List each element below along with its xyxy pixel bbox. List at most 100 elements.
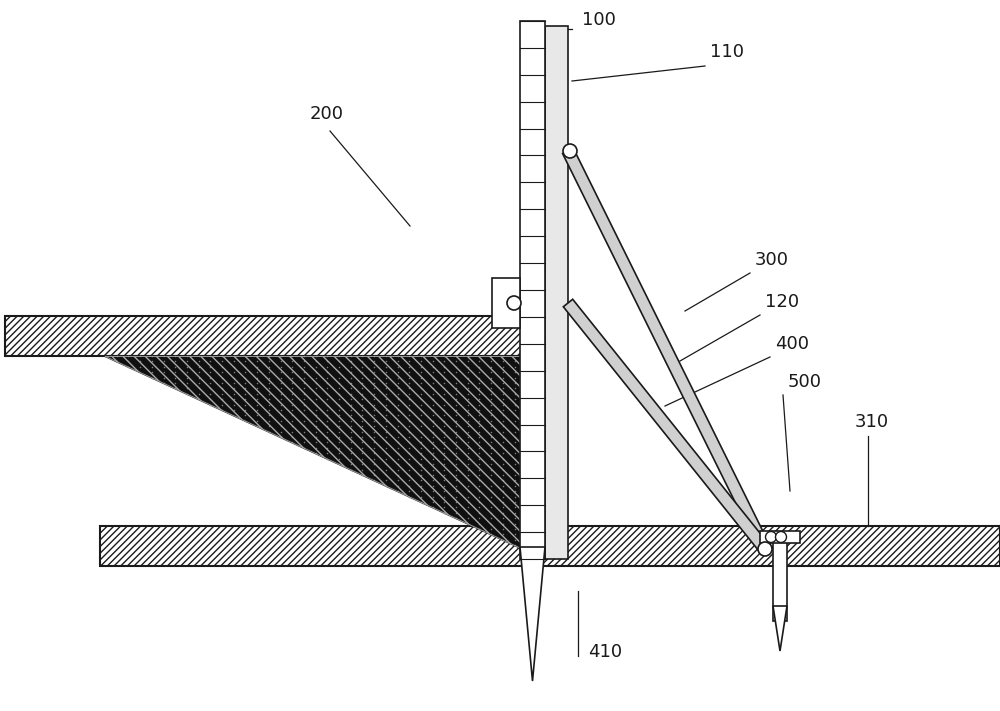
Point (436, 464, 452, 475)
Point (366, 356, 382, 367)
Point (202, 399, 218, 410)
Point (518, 437, 534, 448)
Point (401, 448, 417, 459)
Point (530, 540, 546, 551)
Point (390, 405, 406, 416)
Point (483, 502, 499, 513)
Point (331, 388, 347, 400)
Point (471, 405, 487, 416)
Point (471, 410, 487, 421)
Point (425, 356, 441, 367)
Point (261, 426, 277, 437)
Point (507, 351, 523, 362)
Point (530, 469, 546, 481)
Point (460, 394, 476, 405)
Point (179, 351, 195, 362)
Point (495, 453, 511, 464)
Point (436, 507, 452, 518)
Point (448, 437, 464, 448)
Point (436, 383, 452, 394)
Point (448, 378, 464, 389)
Point (191, 356, 207, 367)
Point (507, 356, 523, 367)
Point (296, 437, 312, 448)
Point (495, 518, 511, 529)
Point (331, 356, 347, 367)
Point (413, 351, 429, 362)
Point (319, 394, 335, 405)
Point (226, 399, 242, 410)
Point (518, 378, 534, 389)
Point (214, 383, 230, 394)
Point (237, 378, 253, 389)
Point (425, 399, 441, 410)
Point (226, 405, 242, 416)
Point (530, 550, 546, 562)
Point (413, 480, 429, 491)
Point (237, 388, 253, 400)
Point (120, 361, 136, 373)
Point (97, 351, 113, 362)
Point (331, 453, 347, 464)
Point (261, 421, 277, 432)
Point (237, 405, 253, 416)
Point (530, 378, 546, 389)
Point (331, 432, 347, 443)
Point (308, 388, 324, 400)
Point (436, 388, 452, 400)
Point (401, 486, 417, 497)
Point (237, 367, 253, 378)
Point (366, 361, 382, 373)
Point (460, 491, 476, 502)
Point (436, 486, 452, 497)
Point (507, 415, 523, 427)
Point (425, 405, 441, 416)
Circle shape (563, 144, 577, 158)
Point (401, 464, 417, 475)
Point (378, 372, 394, 383)
Point (261, 399, 277, 410)
Point (518, 459, 534, 470)
Point (483, 464, 499, 475)
Point (261, 361, 277, 373)
Point (483, 459, 499, 470)
Point (483, 529, 499, 540)
Point (366, 453, 382, 464)
Point (448, 383, 464, 394)
Point (366, 448, 382, 459)
Point (308, 399, 324, 410)
Point (331, 442, 347, 454)
Point (460, 351, 476, 362)
Point (331, 421, 347, 432)
Point (471, 486, 487, 497)
Point (354, 469, 370, 481)
Point (425, 426, 441, 437)
Point (331, 399, 347, 410)
Point (495, 442, 511, 454)
Point (308, 394, 324, 405)
Point (436, 405, 452, 416)
Point (471, 459, 487, 470)
Point (308, 378, 324, 389)
Point (471, 378, 487, 389)
Point (167, 378, 183, 389)
Point (296, 383, 312, 394)
Point (167, 367, 183, 378)
Point (319, 410, 335, 421)
Point (296, 394, 312, 405)
Point (354, 356, 370, 367)
Point (507, 437, 523, 448)
Point (308, 421, 324, 432)
Point (354, 415, 370, 427)
Point (331, 437, 347, 448)
Point (518, 361, 534, 373)
Point (156, 367, 172, 378)
Point (390, 351, 406, 362)
Point (507, 432, 523, 443)
Point (214, 378, 230, 389)
Point (483, 491, 499, 502)
Point (261, 383, 277, 394)
Point (156, 378, 172, 389)
Point (273, 410, 289, 421)
Bar (760, 531, 800, 543)
